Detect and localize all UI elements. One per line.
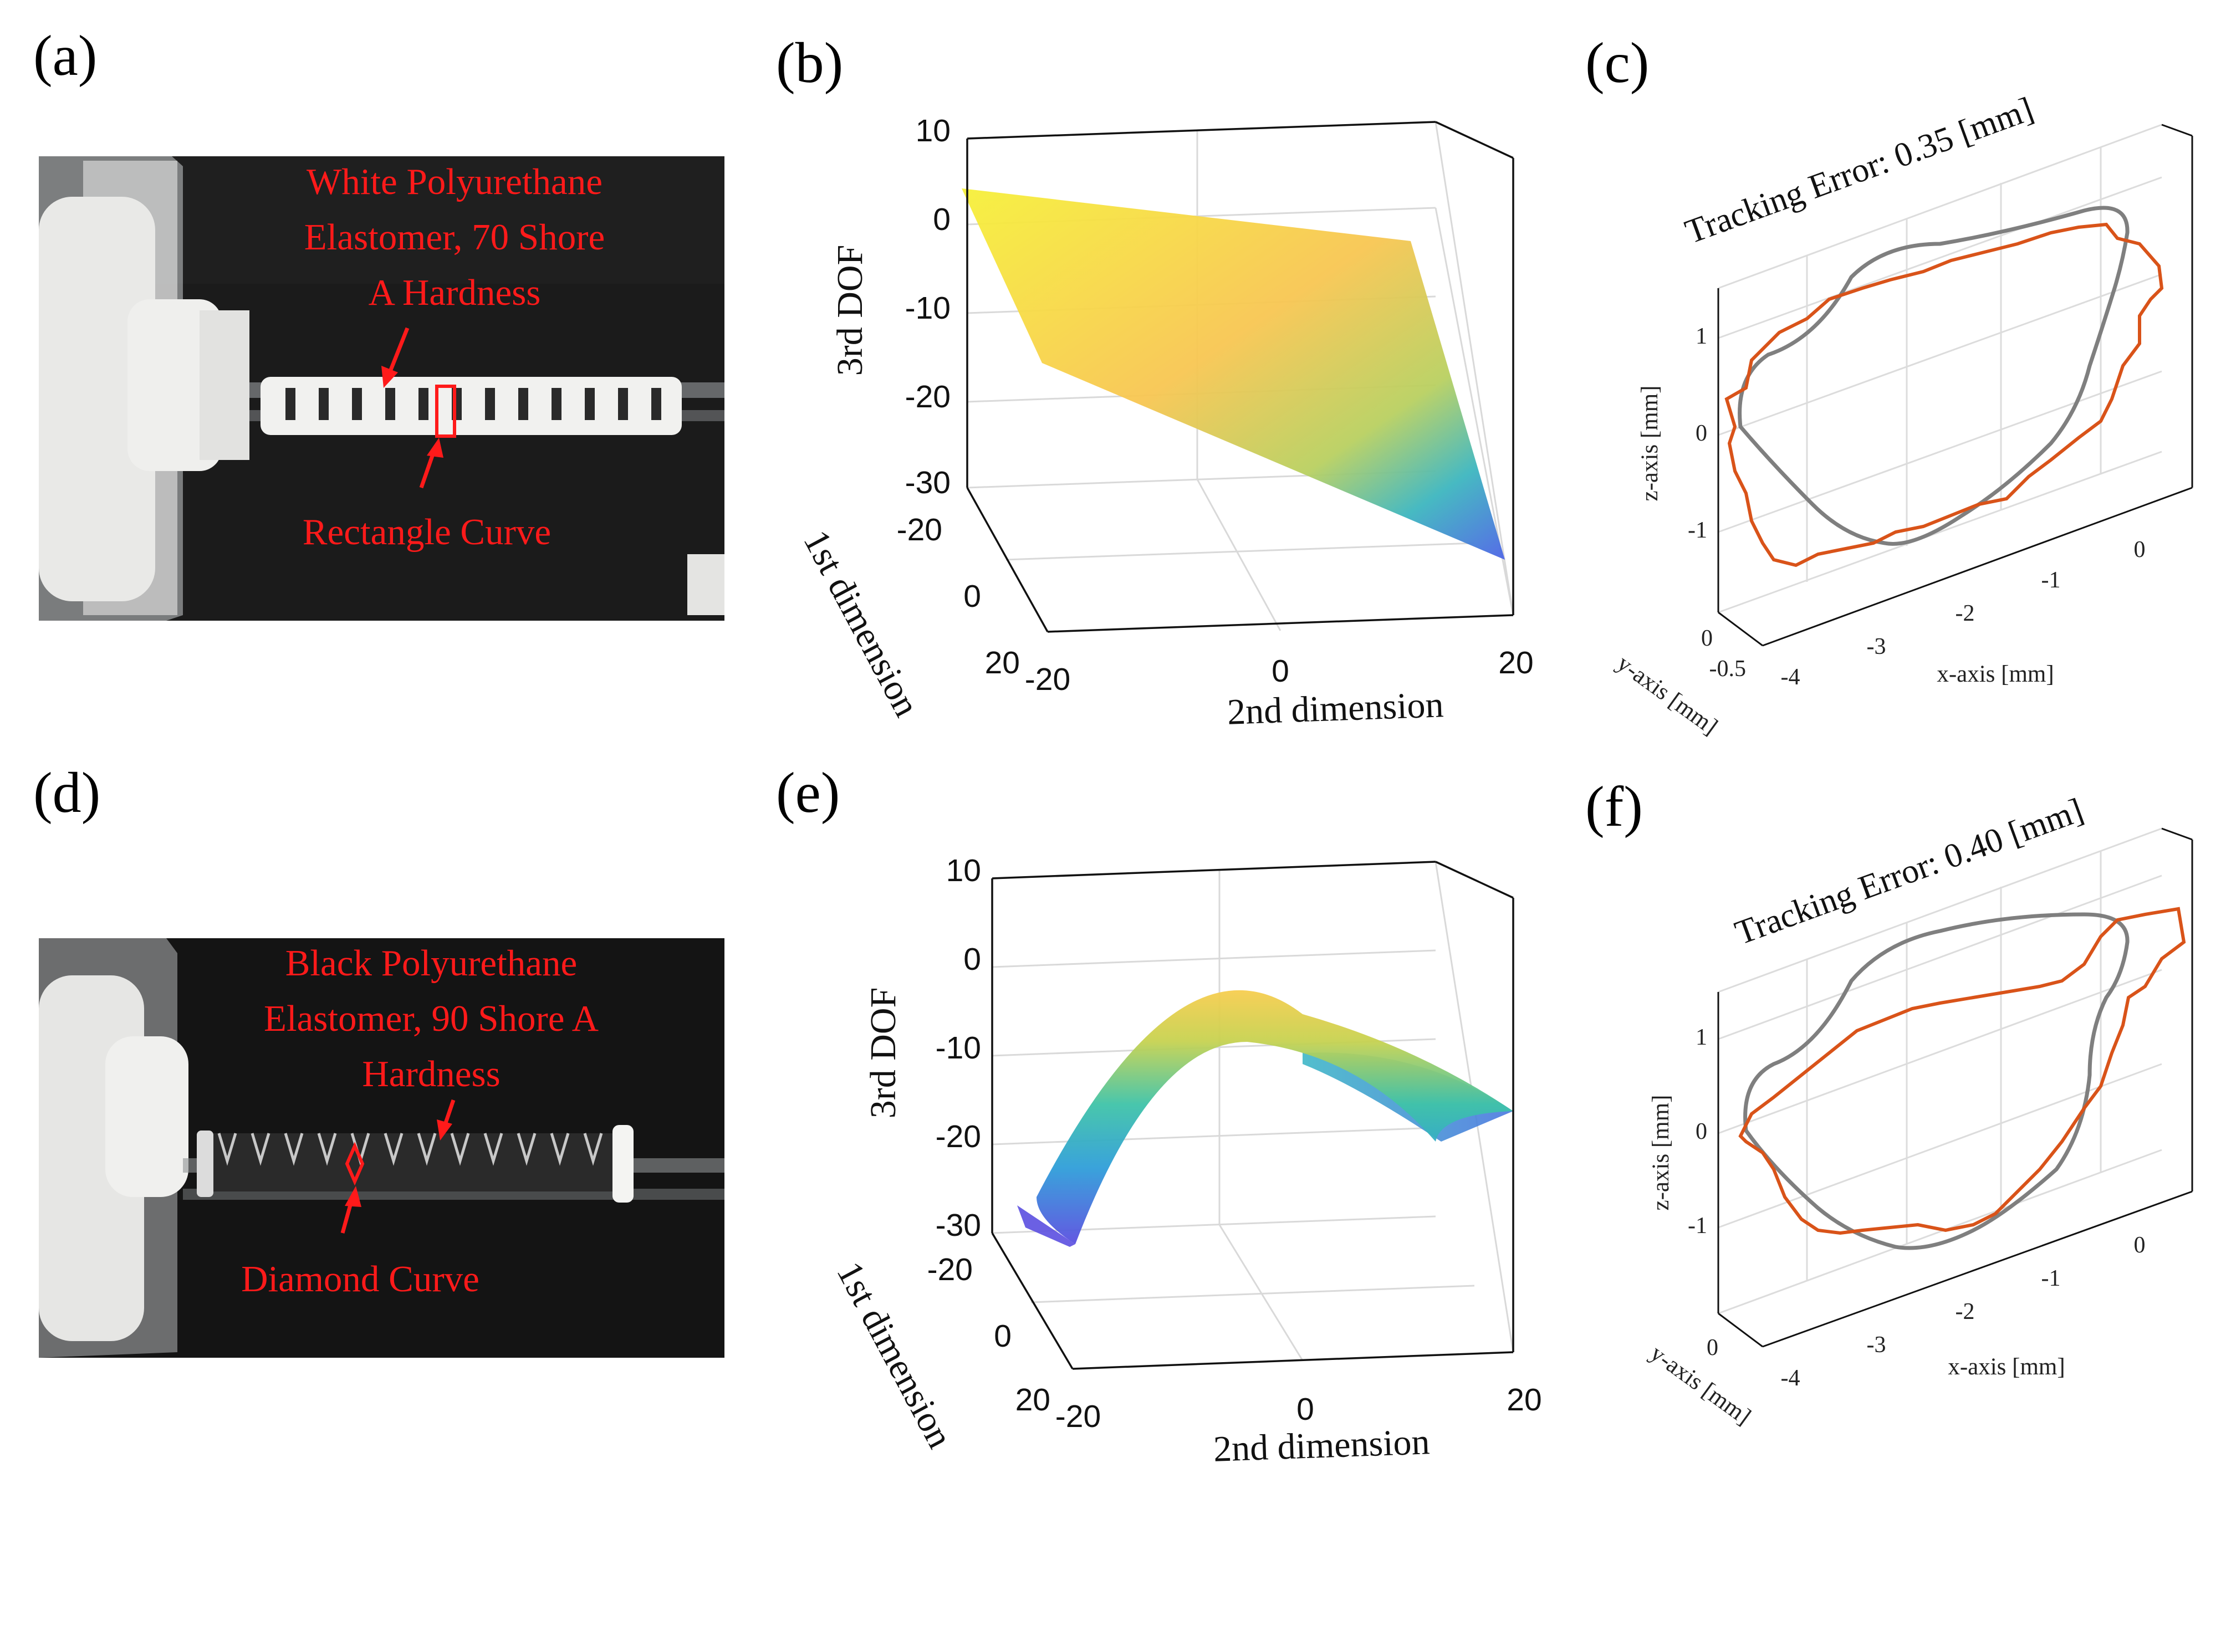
chart-e-zlabel: 3rd DOF	[863, 988, 903, 1119]
chart-f-ytick: 0	[1707, 1335, 1718, 1361]
chart-f-ztick: -1	[1688, 1213, 1707, 1239]
chart-f-xtick: -4	[1781, 1365, 1800, 1391]
chart-e-ztick: 10	[946, 853, 981, 888]
photo-d: Black Polyurethane Elastomer, 90 Shore A…	[39, 938, 724, 1358]
chart-b-ylabel: 1st dimension	[795, 524, 927, 723]
chart-b-ztick: -10	[905, 290, 951, 326]
panel-label-b: (b)	[776, 31, 843, 95]
chart-e-xtick: -20	[1055, 1399, 1101, 1434]
arrow-material-a	[386, 327, 410, 378]
chart-b: 10 0 -10 -20 -30 -20 0 20 -20 0 20 2nd d…	[795, 113, 1533, 733]
chart-f-zlabel: z-axis [mm]	[1648, 1095, 1674, 1211]
chart-b-xlabel: 2nd dimension	[1227, 684, 1444, 733]
chart-f-xtick: -3	[1867, 1332, 1886, 1358]
chart-f-xtick: -1	[2041, 1266, 2061, 1291]
chart-e-ztick: -10	[936, 1030, 981, 1066]
chart-b-ytick: -20	[897, 512, 942, 548]
chart-c-axes	[1717, 124, 2193, 647]
chart-b-ztick: 10	[916, 113, 951, 149]
panel-label-e: (e)	[776, 761, 840, 825]
chart-f-axes	[1717, 827, 2193, 1348]
chart-e-ztick: -30	[936, 1208, 981, 1243]
chart-c-xtick: 0	[2134, 537, 2146, 562]
annotation-material-d-line2: Elastomer, 90 Shore A	[264, 998, 599, 1039]
photo-a: White Polyurethane Elastomer, 70 Shore A…	[39, 156, 724, 621]
annotation-material-d-line1: Black Polyurethane	[285, 943, 578, 984]
rectangle-curve-marker	[435, 385, 456, 438]
chart-e-ztick: -20	[936, 1119, 981, 1154]
chart-c: Tracking Error: 0.35 [mm] 1 0 -1 0 -0.5 …	[1612, 90, 2193, 740]
chart-f: Tracking Error: 0.40 [mm] 1 0 -1 0 -4 -3…	[1646, 791, 2193, 1430]
white-continuum-body	[261, 377, 682, 435]
chart-e-ztick: 0	[963, 942, 981, 977]
panel-label-f: (f)	[1585, 775, 1643, 838]
chart-e-surface	[1037, 990, 1513, 1244]
chart-e-xtick: 0	[1296, 1392, 1314, 1427]
chart-f-ztick: 0	[1696, 1119, 1707, 1144]
chart-f-reference-curve	[1743, 912, 2130, 1250]
chart-c-ztick: 0	[1696, 421, 1707, 446]
chart-c-xtick: -1	[2041, 567, 2061, 593]
annotation-material-a-line3: A Hardness	[369, 272, 541, 313]
annotation-material-d-line3: Hardness	[362, 1053, 500, 1094]
panel-label-c: (c)	[1585, 31, 1649, 95]
chart-c-ztick: -1	[1688, 518, 1707, 543]
chart-f-title: Tracking Error: 0.40 [mm]	[1730, 791, 2089, 952]
chart-b-surface	[962, 188, 1505, 560]
annotation-material-a-line1: White Polyurethane	[307, 161, 603, 202]
black-continuum-body	[197, 1125, 634, 1203]
chart-e-ytick: 20	[1015, 1382, 1050, 1418]
chart-c-xlabel: x-axis [mm]	[1937, 661, 2054, 687]
chart-f-xlabel: x-axis [mm]	[1948, 1354, 2065, 1380]
chart-f-xtick: -2	[1956, 1299, 1975, 1324]
chart-c-measured-curve	[1724, 222, 2164, 567]
chart-b-xtick: 0	[1272, 653, 1289, 689]
chart-b-ztick: 0	[933, 202, 951, 237]
chart-c-title: Tracking Error: 0.35 [mm]	[1681, 90, 2039, 251]
chart-c-xtick: -4	[1781, 664, 1800, 690]
chart-e-xlabel: 2nd dimension	[1213, 1421, 1431, 1470]
chart-c-xtick: -2	[1956, 601, 1975, 626]
chart-c-ytick: 0	[1701, 626, 1713, 651]
chart-c-zlabel: z-axis [mm]	[1637, 386, 1663, 502]
chart-c-ylabel: y-axis [mm]	[1612, 650, 1723, 740]
chart-b-xtick: 20	[1498, 645, 1533, 681]
chart-c-xtick: -3	[1867, 634, 1886, 659]
chart-e-axes	[991, 861, 1514, 1370]
diamond-curve-marker	[345, 1142, 365, 1186]
chart-f-ztick: 1	[1696, 1025, 1707, 1050]
chart-c-reference-curve	[1738, 206, 2130, 546]
chart-b-ytick: 0	[963, 579, 981, 614]
chart-b-xtick: -20	[1025, 662, 1070, 697]
chart-f-xtick: 0	[2134, 1232, 2146, 1258]
white-disk	[39, 197, 155, 601]
chart-f-measured-curve	[1738, 907, 2186, 1235]
annotation-curve-a: Rectangle Curve	[303, 512, 551, 553]
chart-e-ytick: 0	[994, 1318, 1012, 1354]
chart-e-xtick: 20	[1507, 1382, 1541, 1418]
annotation-curve-d: Diamond Curve	[241, 1259, 479, 1300]
annotation-material-a-line2: Elastomer, 70 Shore	[304, 217, 605, 258]
chart-b-ytick: 20	[985, 645, 1020, 681]
panel-label-a: (a)	[33, 24, 97, 88]
chart-b-axes	[966, 121, 1514, 633]
disk-hub	[127, 299, 222, 471]
chart-e-ytick: -20	[927, 1252, 973, 1287]
chart-b-zlabel: 3rd DOF	[830, 245, 870, 376]
panel-label-d: (d)	[33, 761, 100, 825]
chart-e: 10 0 -10 -20 -30 -20 0 20 -20 0 20 2nd d…	[829, 853, 1541, 1470]
chart-b-ztick: -30	[905, 465, 951, 500]
chart-f-ylabel: y-axis [mm]	[1646, 1340, 1756, 1430]
chart-b-ztick: -20	[905, 379, 951, 415]
chart-c-ztick: 1	[1696, 324, 1707, 349]
chart-c-ytick: -0.5	[1709, 656, 1747, 682]
